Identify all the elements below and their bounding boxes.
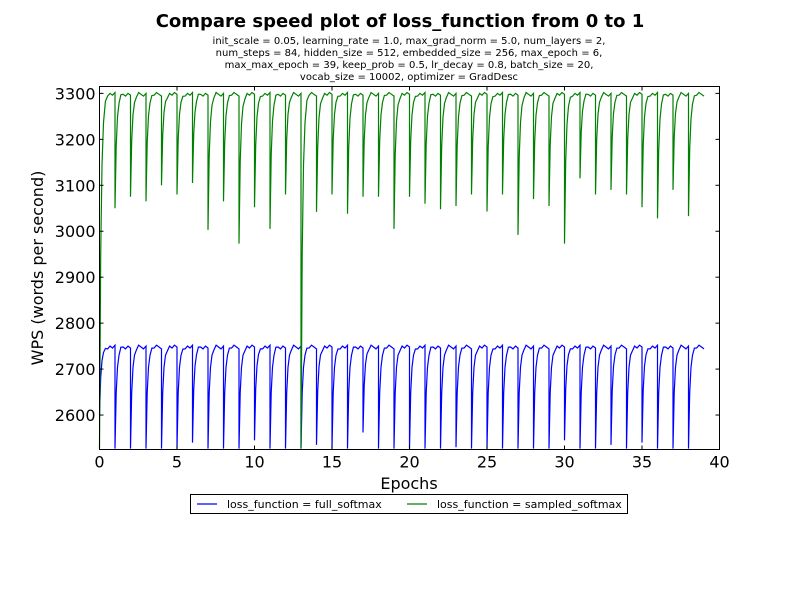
x-tick-label: 5 [172, 453, 182, 472]
y-tick-label: 3100 [55, 176, 96, 195]
y-tick-label: 3200 [55, 130, 96, 149]
x-tick-label: 15 [322, 453, 342, 472]
legend: loss_function = full_softmax loss_functi… [190, 494, 628, 514]
chart-subtitle-line-4: vocab_size = 10002, optimizer = GradDesc [300, 72, 518, 83]
y-tick-label: 2900 [55, 268, 96, 287]
series-layer [98, 90, 705, 449]
y-tick-label: 2800 [55, 314, 96, 333]
chart-subtitle-line-3: max_max_epoch = 39, keep_prob = 0.5, lr_… [225, 60, 594, 71]
y-tick-label: 3300 [55, 84, 96, 103]
series-line-full-softmax [98, 343, 705, 449]
y-tick-label: 2700 [55, 360, 96, 379]
x-tick-label: 10 [244, 453, 264, 472]
ticks-layer: 0 5 10 15 20 25 30 35 40 2600 2700 2800 2900 3000 3100… [55, 84, 730, 471]
legend-label-sampled-softmax: loss_function = sampled_softmax [437, 498, 622, 511]
x-tick-label: 25 [477, 453, 497, 472]
chart-title: Compare speed plot of loss_function from… [156, 11, 645, 32]
chart-subtitle-line-1: init_scale = 0.05, learning_rate = 1.0, … [213, 36, 606, 47]
x-tick-label: 40 [709, 453, 729, 472]
y-axis-label: WPS (words per second) [28, 171, 47, 366]
legend-label-full-softmax: loss_function = full_softmax [227, 498, 382, 511]
chart-subtitle-line-2: num_steps = 84, hidden_size = 512, embed… [216, 48, 603, 59]
y-tick-label: 2600 [55, 406, 96, 425]
x-tick-label: 20 [399, 453, 419, 472]
y-tick-label: 3000 [55, 222, 96, 241]
x-tick-label: 35 [632, 453, 652, 472]
x-tick-label: 0 [94, 453, 104, 472]
x-axis-label: Epochs [380, 474, 437, 493]
series-line-sampled-softmax [98, 90, 705, 449]
plot-area-frame [99, 86, 720, 450]
x-tick-label: 30 [554, 453, 574, 472]
